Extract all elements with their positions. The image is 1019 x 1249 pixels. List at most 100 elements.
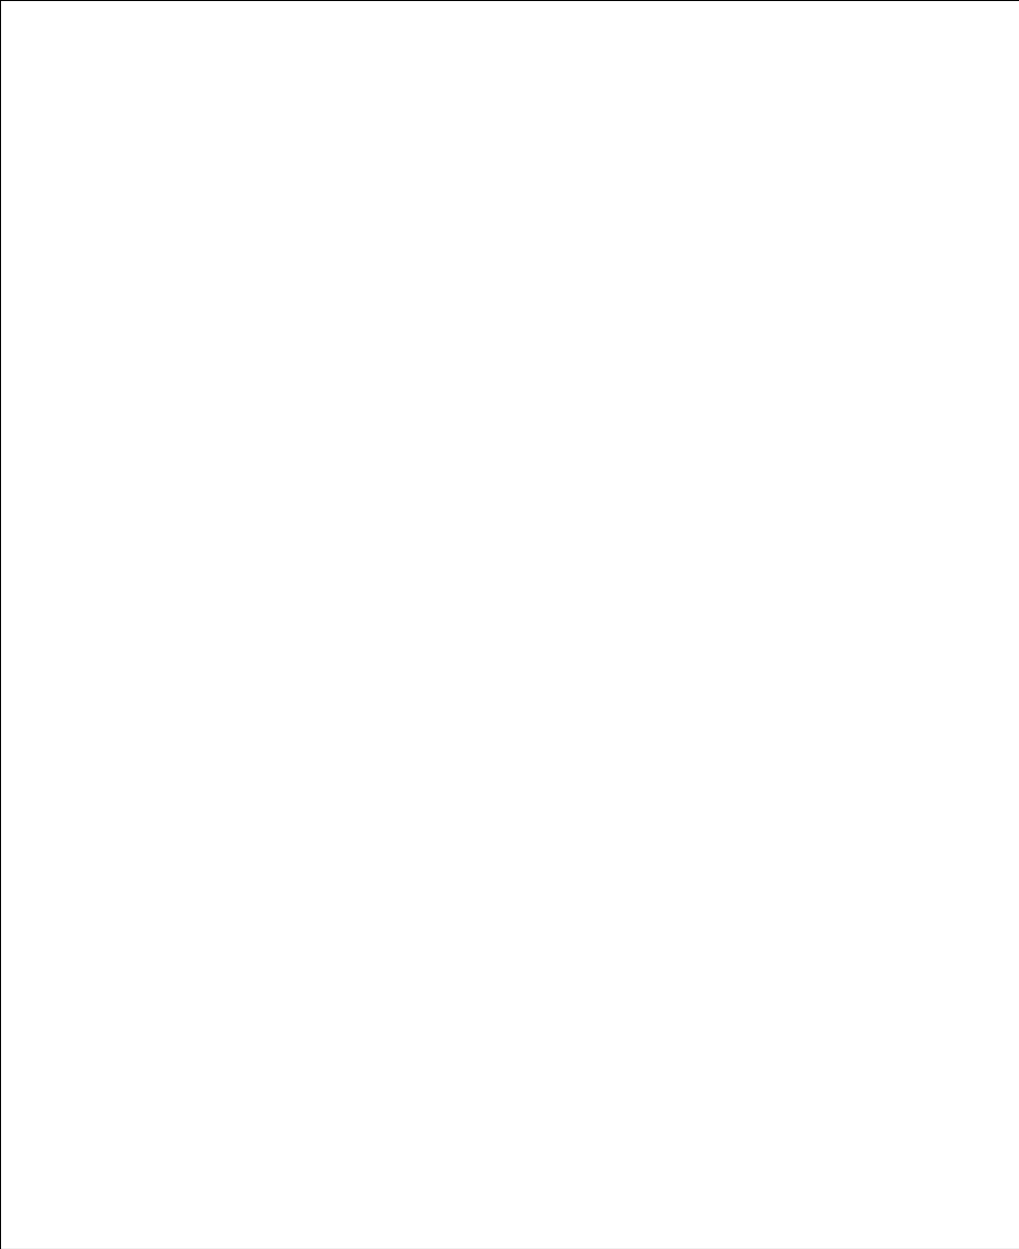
- Circle shape: [534, 611, 550, 620]
- Ellipse shape: [780, 856, 787, 864]
- Point: [584, 239, 600, 259]
- Ellipse shape: [910, 856, 917, 864]
- Circle shape: [864, 481, 883, 492]
- Circle shape: [933, 583, 948, 592]
- Point: [583, 197, 599, 217]
- Circle shape: [697, 485, 728, 502]
- Text: C: C: [716, 6, 731, 25]
- Ellipse shape: [828, 848, 836, 856]
- Circle shape: [841, 595, 860, 606]
- Point: [566, 240, 582, 260]
- Point: [145, 500, 161, 520]
- Text: p-Smad3: p-Smad3: [269, 819, 331, 833]
- Circle shape: [956, 431, 987, 448]
- Circle shape: [861, 651, 895, 671]
- Point: [564, 207, 580, 227]
- Point: [264, 473, 280, 493]
- Circle shape: [604, 433, 612, 438]
- Circle shape: [859, 441, 889, 458]
- Y-axis label: Relative TGF-βR II expression: Relative TGF-βR II expression: [35, 461, 48, 644]
- Circle shape: [772, 684, 800, 699]
- Point: [581, 209, 597, 229]
- Ellipse shape: [975, 848, 982, 856]
- Circle shape: [698, 624, 734, 644]
- Text: **: **: [877, 44, 894, 59]
- Text: 0: 0: [267, 979, 274, 992]
- Point: [585, 254, 601, 274]
- Ellipse shape: [967, 848, 974, 856]
- Point: [574, 225, 590, 245]
- Point: [500, 196, 517, 216]
- Circle shape: [627, 443, 641, 452]
- Point: [556, 180, 573, 200]
- Circle shape: [651, 465, 662, 471]
- Circle shape: [880, 595, 910, 611]
- Circle shape: [792, 681, 811, 692]
- Point: [567, 202, 583, 222]
- Text: R= -0.440; P=0.003: R= -0.440; P=0.003: [71, 1099, 197, 1113]
- Point: [574, 221, 590, 241]
- Circle shape: [946, 521, 963, 531]
- Point: [490, 167, 506, 187]
- Text: +++: +++: [143, 1057, 174, 1069]
- Point: [576, 214, 592, 234]
- Ellipse shape: [853, 848, 860, 856]
- Point: [488, 176, 504, 196]
- Ellipse shape: [813, 1072, 828, 1088]
- Circle shape: [785, 588, 801, 597]
- Point: [553, 187, 570, 207]
- Circle shape: [735, 600, 773, 622]
- Text: SMAD4: SMAD4: [705, 992, 747, 1002]
- Circle shape: [708, 488, 729, 500]
- Point: [482, 189, 498, 209]
- Circle shape: [794, 658, 837, 682]
- Circle shape: [884, 592, 917, 611]
- Circle shape: [519, 560, 525, 563]
- Ellipse shape: [739, 856, 746, 864]
- Point: [480, 199, 496, 219]
- Ellipse shape: [869, 848, 876, 856]
- Circle shape: [757, 646, 788, 662]
- Point: [556, 267, 573, 287]
- Point: [567, 241, 583, 261]
- Point: [575, 239, 591, 259]
- Point: [565, 209, 581, 229]
- Circle shape: [608, 654, 626, 664]
- Ellipse shape: [837, 856, 844, 864]
- Circle shape: [858, 457, 886, 472]
- Circle shape: [497, 560, 502, 562]
- Point: [566, 190, 582, 210]
- Circle shape: [503, 684, 512, 688]
- Ellipse shape: [845, 1065, 860, 1082]
- Circle shape: [931, 527, 942, 533]
- Circle shape: [620, 580, 642, 591]
- Point: [558, 182, 575, 202]
- Point: [256, 477, 272, 497]
- Point: [585, 247, 601, 267]
- Point: [568, 206, 584, 226]
- Ellipse shape: [828, 856, 836, 864]
- Circle shape: [579, 597, 589, 602]
- Text: SMAD4: SMAD4: [708, 1065, 745, 1075]
- Ellipse shape: [633, 856, 640, 864]
- Text: 0: 0: [208, 940, 215, 953]
- Circle shape: [728, 677, 743, 686]
- Point: [565, 192, 581, 212]
- Circle shape: [764, 448, 779, 456]
- Point: [570, 205, 586, 225]
- Point: [473, 244, 489, 264]
- Text: 0: 0: [208, 979, 215, 992]
- Circle shape: [580, 611, 592, 617]
- Point: [565, 255, 581, 275]
- Text: SMAD2/3: SMAD2/3: [694, 903, 751, 913]
- Ellipse shape: [633, 848, 640, 856]
- Text: SMAD4: SMAD4: [781, 953, 822, 963]
- Point: [587, 186, 603, 206]
- Circle shape: [777, 631, 814, 652]
- Point: [467, 180, 483, 200]
- Text: P: P: [664, 1080, 671, 1089]
- Circle shape: [757, 636, 771, 643]
- Circle shape: [489, 436, 511, 448]
- Text: 0: 0: [267, 1018, 274, 1030]
- Point: [574, 242, 590, 262]
